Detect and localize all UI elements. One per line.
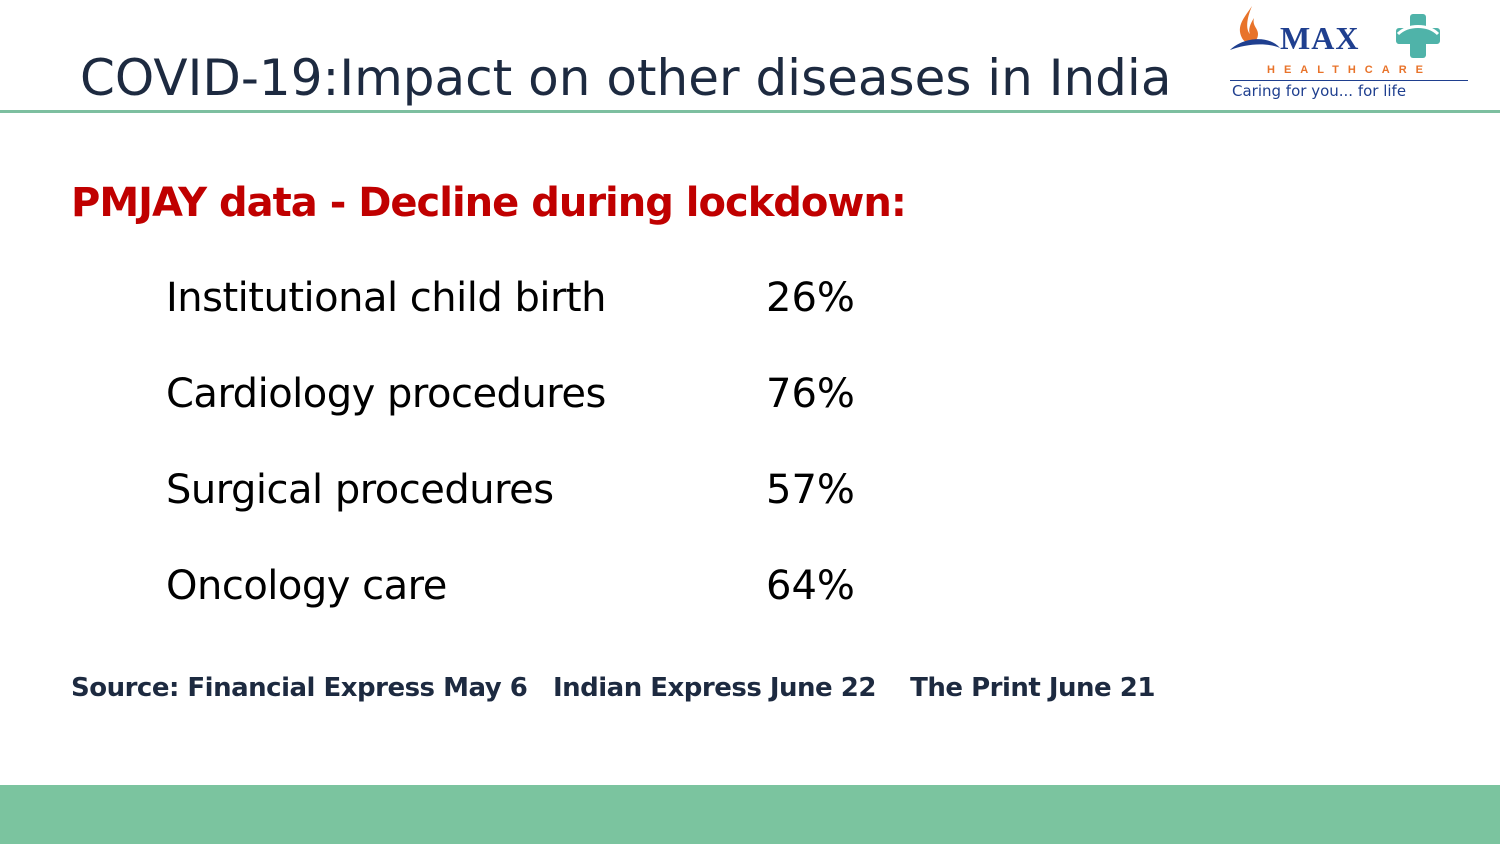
section-heading: PMJAY data - Decline during lockdown: — [71, 180, 907, 226]
logo-sub-text: HEALTHCARE — [1267, 64, 1432, 76]
list-item-value: 26% — [766, 275, 855, 321]
max-healthcare-logo: MAX HEALTHCARE Caring for you... for lif… — [1222, 4, 1472, 104]
slide-title: COVID-19:Impact on other diseases in Ind… — [80, 49, 1172, 107]
list-item: Cardiology procedures 76% — [166, 366, 926, 462]
logo-tagline: Caring for you... for life — [1232, 82, 1407, 100]
logo-brand-text: MAX — [1280, 20, 1360, 56]
source-citation: Source: Financial Express May 6 Indian E… — [71, 673, 1155, 703]
list-item-value: 64% — [766, 563, 855, 609]
logo-mark-icon — [1230, 6, 1440, 58]
list-item-label: Oncology care — [166, 563, 447, 609]
list-item: Surgical procedures 57% — [166, 462, 926, 558]
list-item: Oncology care 64% — [166, 558, 926, 654]
list-item: Institutional child birth 26% — [166, 270, 926, 366]
title-divider — [0, 110, 1500, 113]
logo-divider — [1230, 80, 1468, 81]
list-item-label: Surgical procedures — [166, 467, 554, 513]
list-item-label: Institutional child birth — [166, 275, 606, 321]
list-item-value: 76% — [766, 371, 855, 417]
footer-band — [0, 785, 1500, 844]
list-item-label: Cardiology procedures — [166, 371, 606, 417]
list-item-value: 57% — [766, 467, 855, 513]
decline-list: Institutional child birth 26% Cardiology… — [166, 270, 926, 654]
